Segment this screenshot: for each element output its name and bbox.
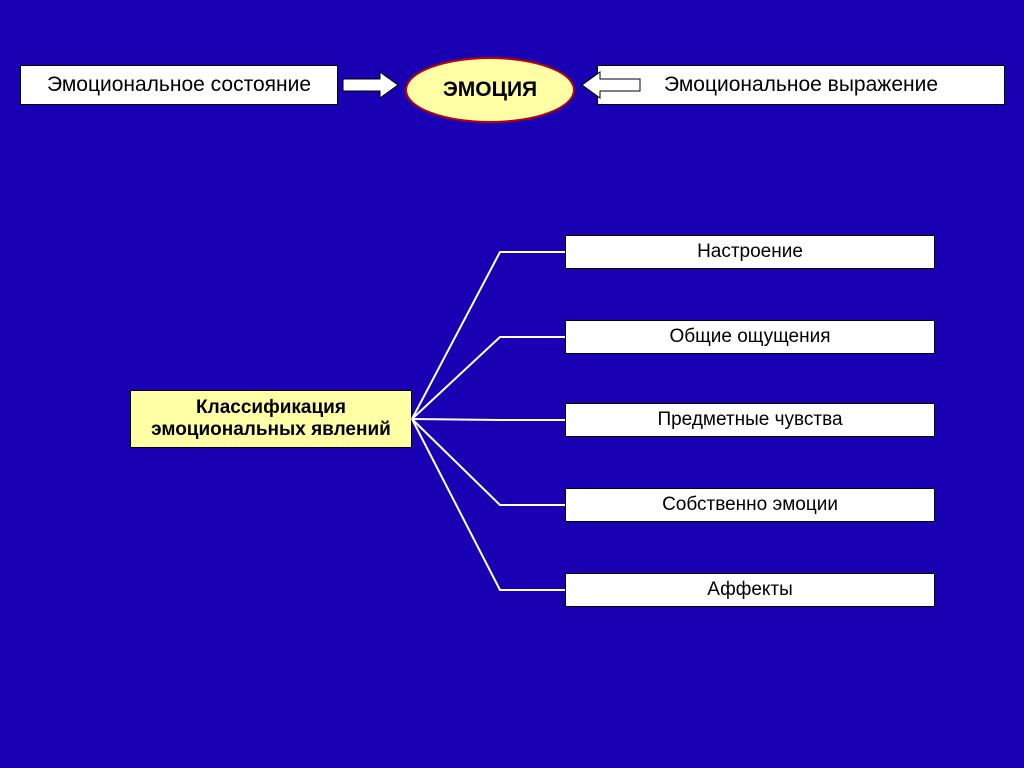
classification-item-label: Общие ощущения xyxy=(669,326,830,348)
classification-item-object-feelings: Предметные чувства xyxy=(565,403,935,437)
classification-item-mood: Настроение xyxy=(565,235,935,269)
classification-root-line2: эмоциональных явлений xyxy=(151,419,391,441)
emotional-expression-label: Эмоциональное выражение xyxy=(664,73,938,97)
classification-item-label: Предметные чувства xyxy=(657,409,842,431)
emotional-expression-box: Эмоциональное выражение xyxy=(597,65,1005,105)
emotion-ellipse: ЭМОЦИЯ xyxy=(405,57,575,123)
classification-root-line1: Классификация xyxy=(151,397,391,419)
emotion-label: ЭМОЦИЯ xyxy=(443,78,537,102)
emotional-state-box: Эмоциональное состояние xyxy=(20,65,338,105)
classification-item-emotions-proper: Собственно эмоции xyxy=(565,488,935,522)
classification-item-label: Собственно эмоции xyxy=(662,494,838,516)
classification-item-affects: Аффекты xyxy=(565,573,935,607)
classification-root-box: Классификация эмоциональных явлений xyxy=(130,390,412,448)
classification-item-label: Настроение xyxy=(697,241,803,263)
classification-item-label: Аффекты xyxy=(707,579,793,601)
emotional-state-label: Эмоциональное состояние xyxy=(47,73,311,97)
classification-item-general-sensations: Общие ощущения xyxy=(565,320,935,354)
diagram-canvas: Эмоциональное состояние ЭМОЦИЯ Эмоционал… xyxy=(0,0,1024,768)
